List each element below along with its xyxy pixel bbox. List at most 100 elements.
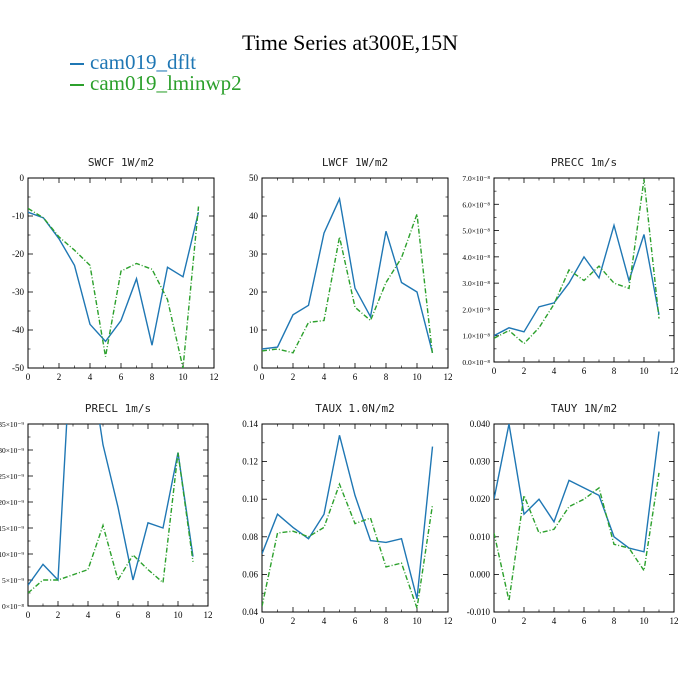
y-tick-label: 4.0×10⁻⁸: [462, 253, 490, 262]
x-tick-label: 0: [26, 610, 31, 620]
figure-title: Time Series at300E,15N: [241, 30, 459, 55]
y-tick-label: 50: [249, 173, 259, 183]
x-tick-label: 4: [322, 616, 327, 626]
y-tick-label: 0.08: [242, 532, 258, 542]
x-tick-label: 8: [146, 610, 151, 620]
y-tick-label: -30: [12, 287, 24, 297]
legend-item-lminwp2: cam019_lminwp2: [70, 73, 242, 94]
panel-title: SWCF 1W/m2: [88, 156, 154, 169]
y-tick-label: 0.14: [242, 419, 258, 429]
x-tick-label: 6: [353, 372, 358, 382]
x-tick-label: 4: [88, 372, 93, 382]
series-line-dflt: [262, 435, 434, 599]
panel-2: LWCF 1W/m2 0 2 4 6 8 10 12 0 10 20 30 40 50: [249, 156, 453, 382]
series-line-dflt: [494, 424, 660, 553]
y-tick-label: 10×10⁻⁹: [0, 550, 24, 559]
panel-title: PRECC 1m/s: [551, 156, 617, 169]
x-tick-label: 4: [552, 366, 557, 376]
x-tick-label: 8: [384, 372, 389, 382]
series-line-lminwp2: [28, 452, 194, 594]
x-tick-label: 10: [179, 372, 189, 382]
y-tick-label: -40: [12, 325, 24, 335]
y-tick-label: 10: [249, 325, 259, 335]
series-line-lminwp2: [494, 472, 660, 601]
y-tick-label: 2.0×10⁻⁸: [462, 305, 490, 314]
x-tick-label: 8: [384, 616, 389, 626]
panel-5: TAUX 1.0N/m2 0 2 4 6 8 10 12 0.04 0.06 0.08 0.10 0.1…: [242, 402, 452, 626]
x-tick-label: 10: [413, 616, 423, 626]
series-line-lminwp2: [28, 206, 200, 368]
x-tick-label: 12: [204, 610, 213, 620]
y-tick-label: 0.010: [470, 532, 491, 542]
panel-title: TAUY 1N/m2: [551, 402, 617, 415]
legend-item-dflt: cam019_dflt: [70, 52, 242, 73]
y-tick-label: -50: [12, 363, 24, 373]
y-tick-label: 0.0×10⁻⁸: [462, 358, 490, 367]
legend-line-icon: [70, 63, 84, 65]
series-line-lminwp2: [494, 179, 660, 345]
x-tick-label: 0: [260, 372, 265, 382]
series-line-lminwp2: [262, 482, 434, 609]
x-tick-label: 10: [640, 366, 650, 376]
x-tick-label: 10: [413, 372, 423, 382]
y-tick-label: 0.000: [470, 569, 491, 579]
y-tick-label: 35×10⁻⁹: [0, 420, 24, 429]
series-line-lminwp2: [262, 213, 434, 355]
x-tick-label: 2: [291, 372, 296, 382]
y-tick-label: 0.020: [470, 494, 491, 504]
panel-title: PRECL 1m/s: [85, 402, 151, 415]
legend-label: cam019_lminwp2: [90, 71, 242, 95]
y-tick-label: 3.0×10⁻⁸: [462, 279, 490, 288]
series-line-dflt: [494, 222, 660, 337]
panel-1: SWCF 1W/m2 0 2 4 6 8 10 12 -50 -40 -30 -20 -10 0: [12, 156, 219, 382]
x-tick-label: 2: [522, 366, 527, 376]
series-line-dflt: [28, 424, 194, 586]
x-tick-label: 2: [56, 610, 61, 620]
series-line-dflt: [28, 211, 200, 346]
y-tick-label: 0.030: [470, 457, 491, 467]
x-tick-label: 4: [86, 610, 91, 620]
legend-label: cam019_dflt: [90, 50, 197, 74]
y-tick-label: 20×10⁻⁹: [0, 498, 24, 507]
y-tick-label: 0.10: [242, 494, 258, 504]
y-tick-label: 0.040: [470, 419, 491, 429]
panel-6: TAUY 1N/m2 0 2 4 6 8 10 12 -0.010 0.000 0.010 0.020…: [467, 402, 679, 626]
x-tick-label: 6: [116, 610, 121, 620]
legend-line-icon: [70, 84, 84, 86]
x-tick-label: 8: [150, 372, 155, 382]
x-tick-label: 2: [57, 372, 62, 382]
panel-frame: [493, 177, 675, 363]
x-tick-label: 0: [260, 616, 265, 626]
y-tick-label: 0: [254, 363, 259, 373]
panel-title: TAUX 1.0N/m2: [315, 402, 394, 415]
y-tick-label: 40: [249, 211, 259, 221]
panel-frame: [261, 423, 449, 613]
y-tick-label: -10: [12, 211, 24, 221]
x-tick-label: 10: [640, 616, 650, 626]
y-tick-label: 0.06: [242, 569, 258, 579]
y-tick-label: 1.0×10⁻⁸: [462, 332, 490, 341]
y-tick-label: 0.12: [242, 457, 258, 467]
x-tick-label: 4: [322, 372, 327, 382]
x-tick-label: 2: [291, 616, 296, 626]
x-tick-label: 4: [552, 616, 557, 626]
y-tick-label: 0×10⁻⁸: [2, 602, 24, 611]
y-tick-label: 20: [249, 287, 259, 297]
legend: cam019_dflt cam019_lminwp2: [70, 52, 242, 94]
x-tick-label: 8: [612, 616, 617, 626]
x-tick-label: 12: [444, 372, 453, 382]
x-tick-label: 12: [670, 366, 679, 376]
y-tick-label: 7.0×10⁻⁸: [462, 174, 490, 183]
x-tick-label: 6: [582, 366, 587, 376]
y-tick-label: 0.04: [242, 607, 258, 617]
y-tick-label: 6.0×10⁻⁸: [462, 200, 490, 209]
x-tick-label: 0: [26, 372, 31, 382]
x-tick-label: 6: [119, 372, 124, 382]
y-tick-label: 15×10⁻⁹: [0, 524, 24, 533]
series-line-dflt: [262, 196, 434, 353]
y-tick-label: 5.0×10⁻⁸: [462, 227, 490, 236]
panel-title: LWCF 1W/m2: [322, 156, 388, 169]
x-tick-label: 8: [612, 366, 617, 376]
y-tick-label: -0.010: [467, 607, 491, 617]
